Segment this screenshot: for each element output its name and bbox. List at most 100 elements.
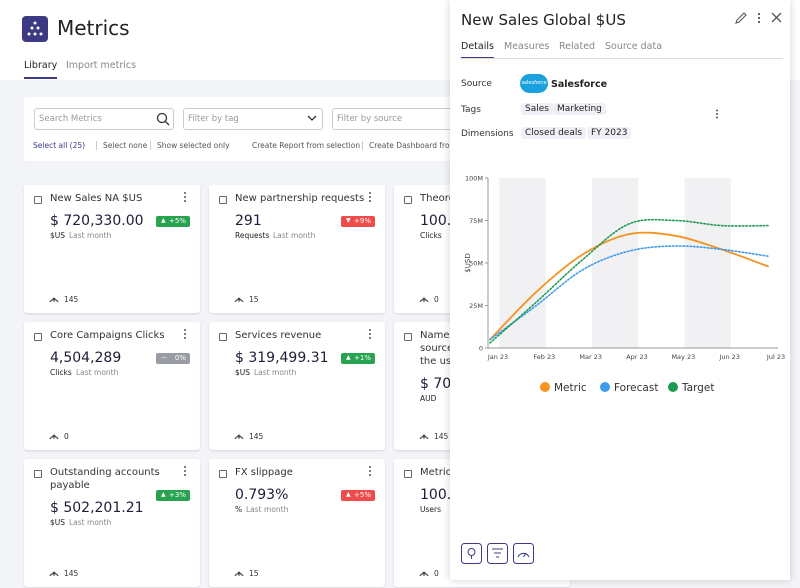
kebab-dot — [184, 466, 186, 468]
card-value: 4,504,289 — [50, 350, 122, 366]
link[interactable]: Select all (25) — [33, 141, 86, 150]
tab[interactable]: Import metrics — [66, 60, 137, 71]
checkbox[interactable] — [34, 333, 42, 341]
card-value: 291 — [235, 213, 262, 229]
field-label: Tags — [461, 105, 481, 115]
source-filter[interactable]: Filter by source — [332, 108, 472, 130]
card-title: source — [420, 343, 454, 354]
link[interactable]: Select none — [96, 141, 147, 150]
metric-card[interactable]: New partnership requests 291 Requests Last … — [209, 185, 385, 313]
unit: $US — [50, 518, 66, 527]
source-icon — [234, 571, 244, 577]
checkbox[interactable] — [219, 470, 227, 478]
card-title: payable — [50, 480, 90, 491]
source-icon — [49, 297, 59, 303]
checkbox[interactable] — [404, 470, 412, 478]
card-title: FX slippage — [235, 467, 293, 478]
panel-title: New Sales Global $US — [461, 11, 626, 29]
source-icon — [419, 571, 429, 577]
kebab-dot — [184, 196, 186, 198]
band — [591, 178, 639, 348]
field-label: Source — [461, 79, 492, 89]
kebab-dot — [369, 200, 371, 202]
usage-count: 145 — [64, 569, 79, 578]
card-value: $ 502,201.21 — [50, 500, 144, 516]
trend-badge: +1% ▲ — [341, 353, 375, 364]
toolbar: Search Metrics Filter by tag Filter by s… — [24, 97, 472, 161]
checkbox[interactable] — [404, 333, 412, 341]
divider — [461, 58, 783, 59]
badge-arrow: ▲ — [161, 491, 166, 498]
kebab-dot — [369, 196, 371, 198]
y-tick-label: 25M — [469, 302, 483, 310]
source-icon — [234, 297, 244, 303]
y-tick-label: 0 — [479, 345, 483, 353]
kebab-dot — [369, 470, 371, 472]
metric-card[interactable]: New Sales NA $US $ 720,330.00 $US Last mont… — [24, 185, 200, 313]
y-tick-label: 75M — [469, 217, 483, 225]
usage-count: 15 — [249, 569, 259, 578]
panel-actions[interactable] — [734, 11, 784, 25]
checkbox[interactable] — [34, 196, 42, 204]
search-icon — [156, 112, 170, 126]
band — [684, 178, 731, 348]
kebab-dot — [184, 329, 186, 331]
card-title: Services revenue — [235, 330, 322, 341]
kebab-dot — [184, 470, 186, 472]
link[interactable]: Show selected only — [150, 141, 230, 150]
x-tick-label: Jan 23 — [487, 353, 508, 361]
panel-tab[interactable]: Related — [559, 41, 596, 52]
source-icon — [419, 297, 429, 303]
link[interactable]: Create Report from selection — [252, 141, 361, 150]
panel-tab[interactable]: Source data — [605, 41, 663, 52]
tab[interactable]: Library — [24, 60, 58, 79]
legend-swatch — [540, 382, 550, 392]
card-title: Outstanding accounts — [50, 467, 160, 478]
metric-card[interactable]: Core Campaigns Clicks 4,504,289 Clicks Last… — [24, 322, 200, 450]
badge-arrow: — — [161, 354, 167, 361]
period: Last month — [76, 368, 119, 377]
badge-arrow: ▼ — [346, 217, 351, 224]
card-value: 0.793% — [235, 487, 289, 503]
kebab-dot — [369, 474, 371, 476]
checkbox[interactable] — [34, 470, 42, 478]
search-input[interactable]: Search Metrics — [34, 108, 174, 130]
period: Last month — [273, 231, 316, 240]
card-value: $ 319,499.31 — [235, 350, 329, 366]
usage-count: 145 — [249, 432, 264, 441]
card-title: Metric — [420, 467, 452, 478]
link[interactable]: Create Dashboard from — [362, 141, 457, 150]
unit: Requests — [235, 231, 270, 240]
checkbox[interactable] — [219, 333, 227, 341]
panel-footer-actions[interactable] — [461, 543, 541, 567]
card-value: $ 720,330.00 — [50, 213, 144, 229]
x-tick-label: Jul 23 — [766, 353, 785, 361]
legend-label: Forecast — [614, 382, 658, 394]
dimension-chip: FY 2023 — [587, 127, 632, 139]
panel-tab[interactable]: Measures — [504, 41, 550, 52]
source-icon — [49, 571, 59, 577]
tag-filter[interactable]: Filter by tag — [183, 108, 323, 130]
tag-chip: Sales — [521, 103, 553, 115]
source-icon — [419, 434, 429, 440]
badge-arrow: ▲ — [161, 217, 166, 224]
unit: Clicks — [50, 368, 72, 377]
unit: AUD — [420, 394, 437, 403]
card-title: New Sales NA $US — [50, 193, 143, 204]
band — [499, 178, 546, 348]
metric-card[interactable]: Services revenue $ 319,499.31 $US Last mont… — [209, 322, 385, 450]
checkbox[interactable] — [219, 196, 227, 204]
kebab[interactable] — [715, 109, 719, 119]
metric-card[interactable]: FX slippage 0.793%% Last month +5% ▲ 15 — [209, 459, 385, 587]
metric-card[interactable]: Outstanding accounts payable $ 502,201.21 $… — [24, 459, 200, 587]
source-name: Salesforce — [551, 79, 608, 90]
unit: Clicks — [420, 231, 442, 240]
source-logo: salesforce — [520, 74, 548, 93]
card-title: New partnership requests — [235, 193, 365, 204]
checkbox[interactable] — [404, 196, 412, 204]
series-line — [489, 218, 769, 344]
trend-badge: +9% ▼ — [341, 216, 375, 227]
card-title: Core Campaigns Clicks — [50, 330, 165, 341]
y-tick-label: 100M — [465, 175, 483, 183]
